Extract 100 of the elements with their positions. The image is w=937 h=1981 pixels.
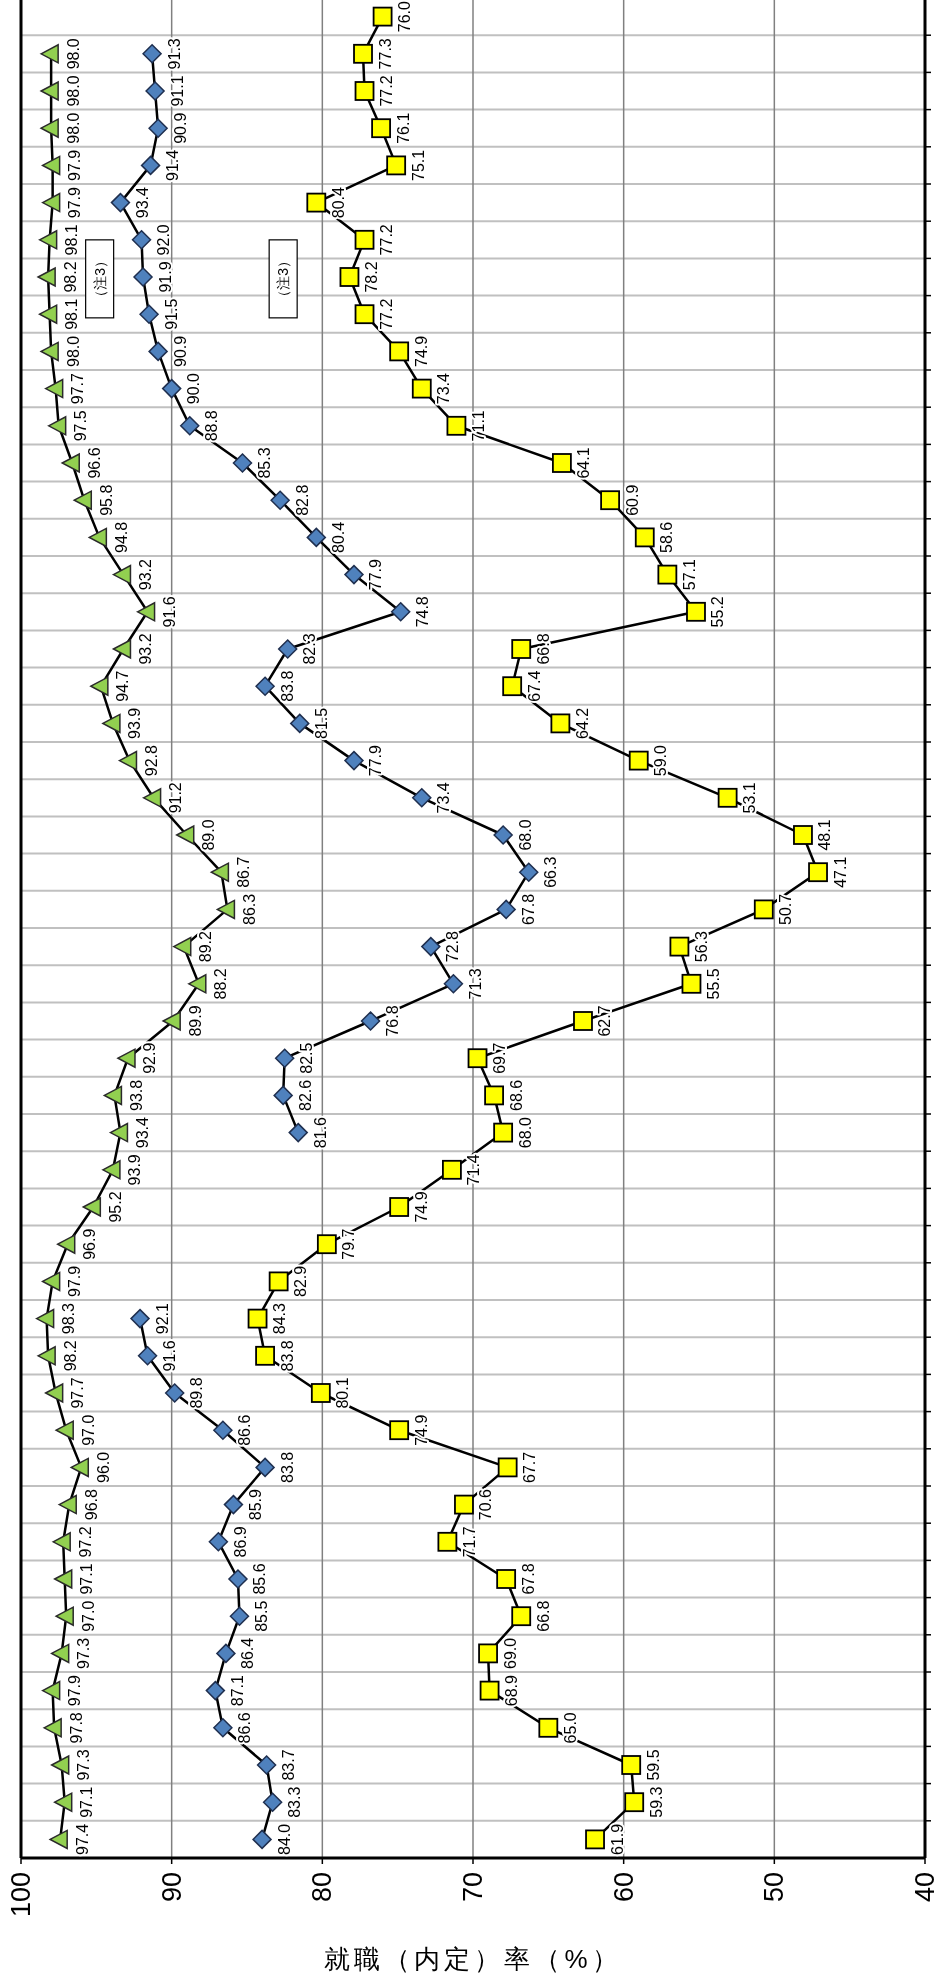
data-label: 82.5 <box>298 1042 316 1074</box>
point <box>210 862 230 882</box>
point <box>493 1122 514 1143</box>
data-label: 71.3 <box>466 968 484 1000</box>
point <box>600 490 621 511</box>
data-label: 89.9 <box>186 1005 204 1037</box>
point <box>270 490 290 510</box>
point <box>38 230 58 250</box>
data-label: 71.1 <box>469 410 487 442</box>
point <box>180 416 200 436</box>
point <box>360 1011 381 1031</box>
data-label: 91.3 <box>165 38 183 70</box>
point <box>442 1159 462 1180</box>
point <box>41 1271 61 1292</box>
data-label: 97.9 <box>66 186 84 219</box>
point <box>353 43 373 64</box>
data-label: 97.7 <box>69 1377 87 1409</box>
data-label: 88.8 <box>203 410 221 442</box>
data-label: 83.8 <box>278 670 296 702</box>
data-label: 91.4 <box>164 149 182 181</box>
point <box>148 341 168 362</box>
data-label: 86.6 <box>236 1414 254 1446</box>
data-label: 80.4 <box>329 186 347 219</box>
point <box>717 787 738 808</box>
data-label: 97.9 <box>66 149 84 181</box>
data-label: 78.2 <box>362 261 380 293</box>
data-label: 47.1 <box>831 856 849 888</box>
point <box>478 1643 498 1664</box>
point <box>256 1755 277 1775</box>
point <box>216 899 236 920</box>
data-label: 86.9 <box>231 1526 249 1558</box>
point <box>252 1829 272 1850</box>
data-label: 93.8 <box>127 1079 145 1111</box>
data-label: 83.8 <box>278 1340 296 1372</box>
point <box>117 1048 136 1068</box>
data-label: 93.9 <box>126 707 144 739</box>
point <box>213 1420 233 1440</box>
point <box>390 602 411 622</box>
data-label: 66.3 <box>542 856 560 888</box>
data-label: 80.1 <box>334 1377 352 1409</box>
data-label: 97.2 <box>76 1526 94 1558</box>
data-label: 98.0 <box>64 112 82 144</box>
data-label: 97.9 <box>66 1674 84 1707</box>
annotation: （注3） <box>275 253 292 304</box>
point <box>188 974 207 994</box>
point <box>371 118 391 139</box>
point <box>133 267 153 287</box>
data-label: 64.2 <box>573 707 591 739</box>
data-label: 75.1 <box>409 149 427 181</box>
data-label: 96.6 <box>85 447 103 479</box>
data-label: 69.7 <box>491 1042 509 1074</box>
x-tick-label: 100 <box>6 1872 36 1918</box>
data-label: 91.6 <box>161 1340 179 1372</box>
point <box>130 1308 150 1329</box>
point <box>40 81 59 101</box>
point <box>519 862 539 882</box>
point <box>145 81 165 101</box>
data-label: 77.2 <box>378 75 396 107</box>
point <box>61 453 80 473</box>
point <box>44 1383 64 1403</box>
data-label: 55.2 <box>709 596 727 628</box>
data-label: 67.4 <box>525 670 543 702</box>
data-label: 73.4 <box>435 782 453 814</box>
point <box>484 1085 504 1106</box>
annotation: （注3） <box>91 253 108 304</box>
x-tick-label: 90 <box>156 1872 187 1903</box>
data-label: 94.7 <box>114 670 132 702</box>
point <box>289 713 310 734</box>
data-label: 82.6 <box>296 1079 314 1111</box>
point <box>136 602 156 622</box>
data-label: 59.0 <box>652 744 670 777</box>
point <box>288 1122 308 1143</box>
point <box>306 192 327 213</box>
data-label: 88.2 <box>212 968 230 1000</box>
data-label: 93.2 <box>136 633 154 665</box>
point <box>41 1680 61 1701</box>
point <box>628 750 649 771</box>
data-label: 91.1 <box>168 75 186 107</box>
data-label: 71.4 <box>465 1154 483 1186</box>
point <box>55 1420 74 1440</box>
data-label: 73.4 <box>435 372 453 405</box>
data-label: 87.1 <box>228 1674 246 1707</box>
point <box>131 230 152 250</box>
point <box>228 1569 248 1589</box>
data-label: 97.0 <box>79 1600 97 1632</box>
data-label: 64.1 <box>575 447 593 479</box>
point <box>793 825 813 845</box>
point <box>497 1457 518 1478</box>
data-label: 82.3 <box>301 633 319 665</box>
data-label: 65.0 <box>561 1712 579 1744</box>
point <box>681 973 702 994</box>
point <box>808 862 828 883</box>
x-tick-label: 70 <box>458 1872 488 1903</box>
point <box>88 527 108 548</box>
point <box>70 1457 90 1478</box>
point <box>90 676 109 696</box>
data-label: 84.0 <box>275 1823 293 1855</box>
data-label: 77.3 <box>376 38 394 70</box>
data-label: 57.1 <box>680 558 698 591</box>
data-label: 59.5 <box>644 1749 662 1781</box>
